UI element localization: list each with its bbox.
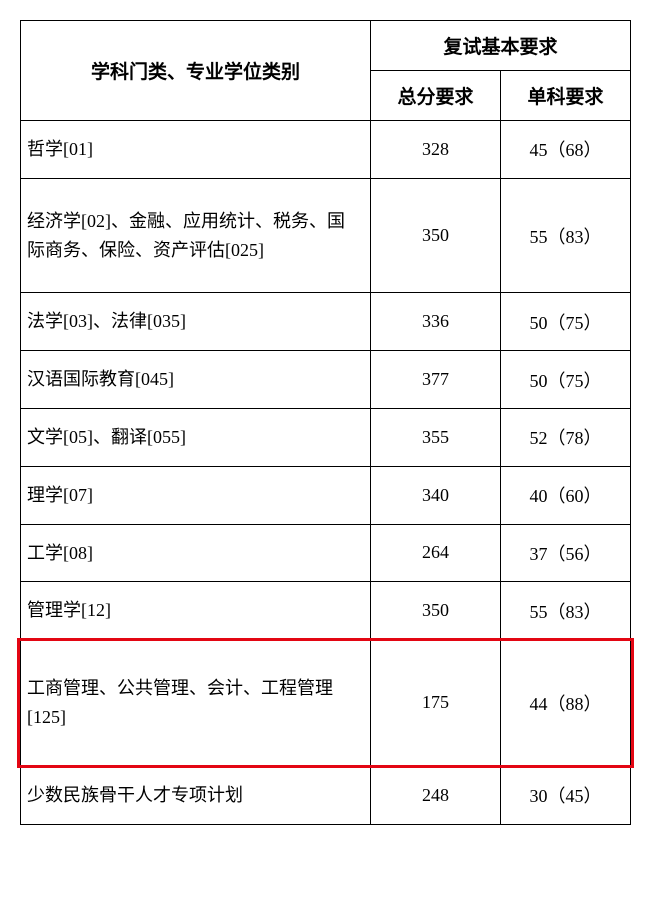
table-container: 学科门类、专业学位类别 复试基本要求 总分要求 单科要求 哲学[01]32845… xyxy=(20,20,630,825)
header-category: 学科门类、专业学位类别 xyxy=(21,21,371,121)
table-row: 理学[07]34040（60） xyxy=(21,466,631,524)
cell-category: 汉语国际教育[045] xyxy=(21,351,371,409)
cell-category: 哲学[01] xyxy=(21,121,371,179)
cell-total: 264 xyxy=(371,524,501,582)
cell-total: 355 xyxy=(371,408,501,466)
table-row: 工商管理、公共管理、会计、工程管理[125]17544（88） xyxy=(21,640,631,767)
cell-category: 管理学[12] xyxy=(21,582,371,640)
cell-category: 工商管理、公共管理、会计、工程管理[125] xyxy=(21,640,371,767)
table-row: 少数民族骨干人才专项计划24830（45） xyxy=(21,766,631,824)
table-row: 汉语国际教育[045]37750（75） xyxy=(21,351,631,409)
table-row: 经济学[02]、金融、应用统计、税务、国际商务、保险、资产评估[025]3505… xyxy=(21,178,631,293)
cell-category: 文学[05]、翻译[055] xyxy=(21,408,371,466)
cell-single: 40（60） xyxy=(501,466,631,524)
cell-total: 350 xyxy=(371,178,501,293)
cell-single: 30（45） xyxy=(501,766,631,824)
cell-total: 336 xyxy=(371,293,501,351)
cell-single: 55（83） xyxy=(501,178,631,293)
cell-total: 328 xyxy=(371,121,501,179)
table-header-row-1: 学科门类、专业学位类别 复试基本要求 xyxy=(21,21,631,71)
table-row: 文学[05]、翻译[055]35552（78） xyxy=(21,408,631,466)
table-row: 法学[03]、法律[035]33650（75） xyxy=(21,293,631,351)
cell-total: 340 xyxy=(371,466,501,524)
cell-category: 工学[08] xyxy=(21,524,371,582)
cell-category: 法学[03]、法律[035] xyxy=(21,293,371,351)
cell-single: 45（68） xyxy=(501,121,631,179)
table-body: 哲学[01]32845（68）经济学[02]、金融、应用统计、税务、国际商务、保… xyxy=(21,121,631,825)
cell-category: 少数民族骨干人才专项计划 xyxy=(21,766,371,824)
cell-total: 350 xyxy=(371,582,501,640)
cell-single: 44（88） xyxy=(501,640,631,767)
table-row: 管理学[12]35055（83） xyxy=(21,582,631,640)
cell-total: 377 xyxy=(371,351,501,409)
cell-single: 50（75） xyxy=(501,293,631,351)
cell-single: 55（83） xyxy=(501,582,631,640)
cell-category: 经济学[02]、金融、应用统计、税务、国际商务、保险、资产评估[025] xyxy=(21,178,371,293)
cell-single: 50（75） xyxy=(501,351,631,409)
cell-single: 37（56） xyxy=(501,524,631,582)
header-single: 单科要求 xyxy=(501,71,631,121)
header-group: 复试基本要求 xyxy=(371,21,631,71)
cell-total: 248 xyxy=(371,766,501,824)
cell-single: 52（78） xyxy=(501,408,631,466)
header-total: 总分要求 xyxy=(371,71,501,121)
table-row: 哲学[01]32845（68） xyxy=(21,121,631,179)
score-requirements-table: 学科门类、专业学位类别 复试基本要求 总分要求 单科要求 哲学[01]32845… xyxy=(20,20,631,825)
table-row: 工学[08]26437（56） xyxy=(21,524,631,582)
cell-total: 175 xyxy=(371,640,501,767)
cell-category: 理学[07] xyxy=(21,466,371,524)
